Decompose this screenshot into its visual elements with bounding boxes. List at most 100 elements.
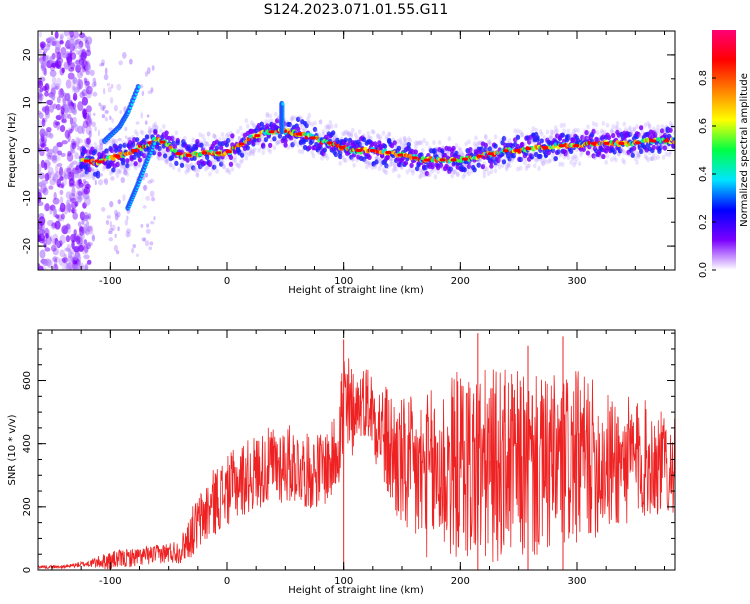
spectrogram-noise-blob [81, 187, 85, 196]
spectrogram-noise-blob [71, 240, 75, 250]
spectrogram-halo-point [384, 170, 389, 176]
spectrogram-halo-point [406, 136, 411, 142]
spectrogram-noise-blob [55, 163, 59, 174]
spectrogram-halo-point [208, 171, 212, 177]
spectrogram-y-tick-label: 10 [22, 96, 33, 109]
spectrogram-noise-blob [83, 188, 89, 195]
spectrogram-noise-blob [109, 115, 112, 121]
spectrogram-noise-blob [81, 232, 85, 240]
spectrogram-ridge-point [169, 135, 175, 142]
spectrogram-halo-point [341, 131, 345, 137]
spectrogram-halo-point [381, 167, 386, 173]
spectrogram-halo-point [387, 131, 391, 137]
spectrogram-halo-point [353, 132, 358, 138]
spectrogram-halo-point [579, 152, 583, 158]
spectrogram-ridge-point [87, 166, 92, 173]
spectrogram-noise-blob [117, 137, 122, 142]
spectrogram-peak-core [175, 152, 182, 156]
spectrogram-halo-point [117, 168, 121, 174]
spectrogram-halo-point [293, 139, 298, 145]
spectrogram-halo-point [560, 161, 565, 167]
spectrogram-ridge-point [501, 159, 507, 165]
spectrogram-halo-point [171, 165, 176, 171]
spectrogram-halo-point [258, 136, 263, 142]
spectrogram-halo-point [177, 167, 181, 173]
spectrogram-halo-point [352, 162, 356, 168]
spectrogram-noise-blob [51, 62, 57, 68]
spectrogram-noise-blob [59, 234, 66, 245]
spectrogram-halo-point [355, 135, 359, 141]
spectrogram-ridge-point [230, 133, 235, 139]
snr-series-line [38, 358, 675, 570]
spectrogram-halo-point [273, 111, 278, 117]
spectrogram-halo-point [213, 134, 218, 140]
chart-title: S124.2023.071.01.55.G11 [264, 2, 449, 18]
spectrogram-noise-blob [54, 31, 59, 39]
spectrogram-noise-blob [52, 197, 60, 205]
spectrogram-halo-point [455, 171, 460, 177]
spectrogram-noise-blob [56, 77, 62, 87]
spectrogram-halo-point [342, 131, 347, 137]
spectrogram-halo-point [420, 147, 425, 153]
spectrogram-noise-blob [38, 48, 43, 54]
spectrogram-halo-point [425, 141, 429, 147]
spectrogram-halo-point [364, 164, 369, 170]
spectrogram-noise-blob [56, 51, 62, 60]
spectrogram-ridge-point [157, 145, 162, 152]
spectrogram-halo-point [350, 156, 355, 162]
spectrogram-halo-point [320, 155, 324, 161]
spectrogram-noise-blob [94, 126, 97, 132]
spectrogram-noise-blob [101, 114, 106, 119]
spectrogram-halo-point [223, 155, 228, 161]
spectrogram-halo-point [507, 137, 512, 143]
colorbar-tick-label: 0.2 [698, 214, 709, 230]
spectrogram-halo-point [268, 149, 272, 155]
spectrogram-noise-blob [55, 214, 60, 219]
spectrogram-noise-blob [52, 256, 58, 263]
spectrogram-noise-blob [70, 248, 75, 255]
spectrogram-ridge-point [392, 140, 397, 146]
spectrogram-ridge-point [225, 137, 231, 144]
spectrogram-noise-blob [61, 257, 69, 264]
spectrogram-noise-blob [59, 40, 64, 45]
spectrogram-noise-blob [146, 114, 150, 118]
spectrogram-noise-blob [125, 230, 130, 238]
spectrogram-ridge-point [304, 123, 309, 129]
spectrogram-halo-point [201, 156, 205, 162]
spectrogram-halo-point [643, 122, 648, 128]
spectrogram-halo-point [96, 144, 100, 150]
spectrogram-halo-point [139, 129, 144, 135]
spectrogram-noise-blob [38, 216, 46, 226]
spectrogram-halo-point [518, 129, 523, 135]
spectrogram-y-tick-label: 0 [22, 147, 33, 153]
spectrogram-halo-point [632, 126, 636, 132]
spectrogram-halo-point [310, 121, 314, 127]
spectrogram-noise-blob [59, 249, 65, 258]
spectrogram-ridge-point [290, 142, 295, 148]
spectrogram-noise-blob [118, 199, 121, 205]
spectrogram-noise-blob [42, 187, 49, 196]
spectrogram-noise-blob [97, 129, 100, 137]
spectrogram-noise-blob [69, 162, 73, 169]
spectrogram-ridge-point [556, 149, 561, 155]
spectrogram-ridge-point [374, 159, 379, 165]
spectrogram-ridge-point [424, 170, 430, 177]
spectrogram-noise-blob [41, 258, 49, 267]
spectrogram-noise-blob [66, 223, 72, 234]
spectrogram-noise-blob [126, 215, 129, 221]
spectrogram-halo-point [111, 137, 116, 143]
spectrogram-halo-point [154, 125, 159, 131]
spectrogram-halo-point [82, 172, 86, 178]
spectrogram-halo-point [129, 161, 134, 167]
spectrogram-halo-point [446, 151, 450, 157]
spectrogram-noise-blob [70, 121, 77, 128]
spectrogram-halo-point [504, 166, 509, 172]
spectrogram-ridge-point [490, 156, 495, 162]
spectrogram-ridge-point [288, 135, 294, 141]
spectrogram-halo-point [390, 158, 394, 164]
spectrogram-peak-core [397, 153, 404, 157]
spectrogram-noise-blob [86, 85, 93, 95]
spectrogram-noise-blob [38, 94, 43, 104]
spectrogram-peak-core [97, 160, 104, 164]
